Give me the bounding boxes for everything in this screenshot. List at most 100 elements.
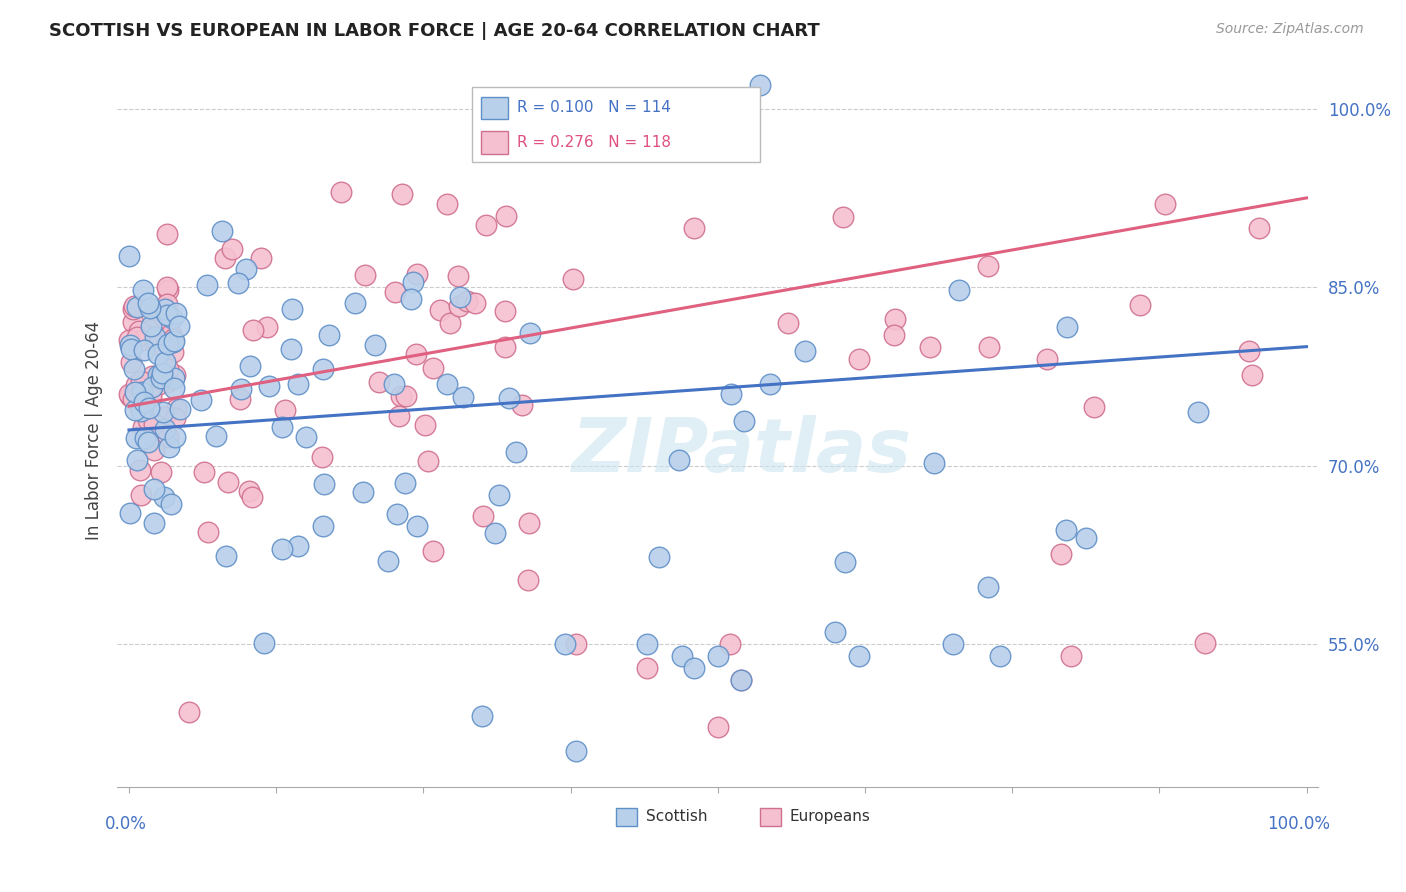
Point <box>565 744 588 758</box>
Text: SCOTTISH VS EUROPEAN IN LABOR FORCE | AGE 20-64 CORRELATION CHART: SCOTTISH VS EUROPEAN IN LABOR FORCE | AG… <box>49 22 820 40</box>
Point <box>312 518 335 533</box>
Point <box>134 431 156 445</box>
Point <box>132 420 155 434</box>
Point <box>153 490 176 504</box>
Point <box>1129 297 1152 311</box>
Point <box>429 302 451 317</box>
Point <box>132 381 155 395</box>
Point <box>128 392 150 407</box>
Text: 100.0%: 100.0% <box>1267 815 1330 833</box>
Point <box>395 389 418 403</box>
Point <box>141 369 163 384</box>
Point <box>162 334 184 349</box>
Point <box>1187 405 1209 419</box>
Point <box>195 278 218 293</box>
Text: R = 0.276   N = 118: R = 0.276 N = 118 <box>517 135 671 150</box>
Point <box>150 366 173 380</box>
Point <box>162 310 184 325</box>
Point <box>149 465 172 479</box>
Point <box>131 374 153 388</box>
Point <box>125 431 148 445</box>
Point <box>124 362 146 376</box>
Point <box>759 377 782 392</box>
Point <box>249 251 271 265</box>
Point <box>138 413 160 427</box>
Point <box>153 355 176 369</box>
Point <box>242 323 264 337</box>
Point <box>155 311 177 326</box>
FancyBboxPatch shape <box>759 808 782 826</box>
Point <box>505 445 527 459</box>
Point <box>257 379 280 393</box>
Y-axis label: In Labor Force | Age 20-64: In Labor Force | Age 20-64 <box>86 320 103 540</box>
Point <box>1249 220 1271 235</box>
Point <box>156 283 179 297</box>
Point <box>142 516 165 530</box>
Point <box>977 340 1000 354</box>
Point <box>824 625 846 640</box>
Point <box>235 262 257 277</box>
Point <box>163 430 186 444</box>
Point <box>472 508 495 523</box>
Point <box>312 362 335 376</box>
Point <box>211 223 233 237</box>
Point <box>156 227 179 241</box>
Point <box>439 316 461 330</box>
Point <box>648 549 671 564</box>
Point <box>1060 648 1083 663</box>
Point <box>153 422 176 436</box>
Point <box>153 301 176 316</box>
FancyBboxPatch shape <box>481 96 508 120</box>
Point <box>162 332 184 346</box>
Point <box>239 359 262 373</box>
Point <box>1194 636 1216 650</box>
Point <box>718 637 741 651</box>
Point <box>329 185 352 199</box>
Point <box>683 220 706 235</box>
Point <box>488 488 510 502</box>
Point <box>128 325 150 339</box>
Point <box>422 544 444 558</box>
Point <box>287 539 309 553</box>
Point <box>120 355 142 369</box>
Point <box>636 661 658 675</box>
Point <box>510 398 533 412</box>
Point <box>157 440 180 454</box>
Point <box>464 296 486 310</box>
Point <box>274 403 297 417</box>
Point <box>228 392 250 407</box>
Point <box>367 376 389 390</box>
Point <box>120 342 142 356</box>
Point <box>128 334 150 348</box>
Point <box>131 283 153 297</box>
Point <box>295 430 318 444</box>
Point <box>120 337 142 351</box>
Point <box>141 386 163 401</box>
Point <box>416 454 439 468</box>
FancyBboxPatch shape <box>616 808 637 826</box>
Point <box>1036 351 1059 366</box>
Point <box>671 648 693 663</box>
Point <box>190 392 212 407</box>
Point <box>142 420 165 434</box>
Point <box>471 708 494 723</box>
Point <box>122 315 145 329</box>
Point <box>406 267 429 281</box>
Point <box>122 302 145 317</box>
Point <box>1054 523 1077 537</box>
Point <box>139 301 162 315</box>
Point <box>256 320 278 334</box>
Point <box>287 377 309 392</box>
Point <box>494 303 516 318</box>
Point <box>668 452 690 467</box>
Point <box>344 296 367 310</box>
Point <box>1083 400 1105 414</box>
Point <box>495 209 517 223</box>
Point <box>132 395 155 409</box>
Point <box>163 411 186 425</box>
Point <box>136 435 159 450</box>
Point <box>121 392 143 407</box>
Point <box>141 322 163 336</box>
Point <box>1154 197 1177 211</box>
Point <box>138 401 160 415</box>
